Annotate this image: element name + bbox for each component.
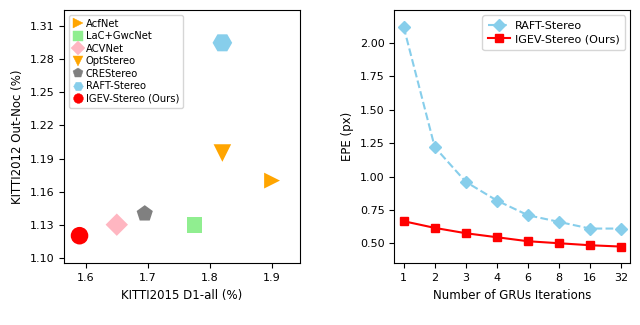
Point bbox=[74, 233, 84, 238]
Point bbox=[111, 222, 122, 227]
X-axis label: KITTI2015 D1-all (%): KITTI2015 D1-all (%) bbox=[122, 289, 243, 302]
IGEV-Stereo (Ours) bbox=[462, 231, 470, 235]
IGEV-Stereo (Ours) bbox=[431, 226, 438, 230]
X-axis label: Number of GRUs Iterations: Number of GRUs Iterations bbox=[433, 289, 591, 302]
IGEV-Stereo (Ours) bbox=[555, 241, 563, 245]
Legend: RAFT-Stereo, IGEV-Stereo (Ours): RAFT-Stereo, IGEV-Stereo (Ours) bbox=[483, 15, 625, 50]
IGEV-Stereo (Ours) bbox=[493, 235, 500, 239]
RAFT-Stereo bbox=[555, 220, 563, 224]
Point bbox=[140, 211, 150, 216]
RAFT-Stereo bbox=[617, 227, 625, 230]
IGEV-Stereo (Ours) bbox=[524, 239, 532, 243]
IGEV-Stereo (Ours) bbox=[400, 219, 408, 223]
Point bbox=[267, 178, 277, 183]
RAFT-Stereo bbox=[462, 180, 470, 184]
IGEV-Stereo (Ours) bbox=[586, 243, 594, 247]
Point bbox=[217, 40, 227, 46]
Legend: AcfNet, LaC+GwcNet, ACVNet, OptStereo, CREStereo, RAFT-Stereo, IGEV-Stereo (Ours: AcfNet, LaC+GwcNet, ACVNet, OptStereo, C… bbox=[69, 15, 184, 108]
Line: RAFT-Stereo: RAFT-Stereo bbox=[399, 23, 625, 233]
Line: IGEV-Stereo (Ours): IGEV-Stereo (Ours) bbox=[399, 217, 625, 251]
Y-axis label: EPE (px): EPE (px) bbox=[341, 112, 355, 161]
RAFT-Stereo bbox=[586, 227, 594, 230]
Point bbox=[189, 222, 200, 227]
Point bbox=[217, 150, 227, 156]
RAFT-Stereo bbox=[524, 213, 532, 217]
Y-axis label: KITTI2012 Out-Noc (%): KITTI2012 Out-Noc (%) bbox=[11, 69, 24, 204]
RAFT-Stereo bbox=[431, 145, 438, 149]
RAFT-Stereo bbox=[493, 199, 500, 202]
IGEV-Stereo (Ours) bbox=[617, 245, 625, 249]
RAFT-Stereo bbox=[400, 25, 408, 29]
